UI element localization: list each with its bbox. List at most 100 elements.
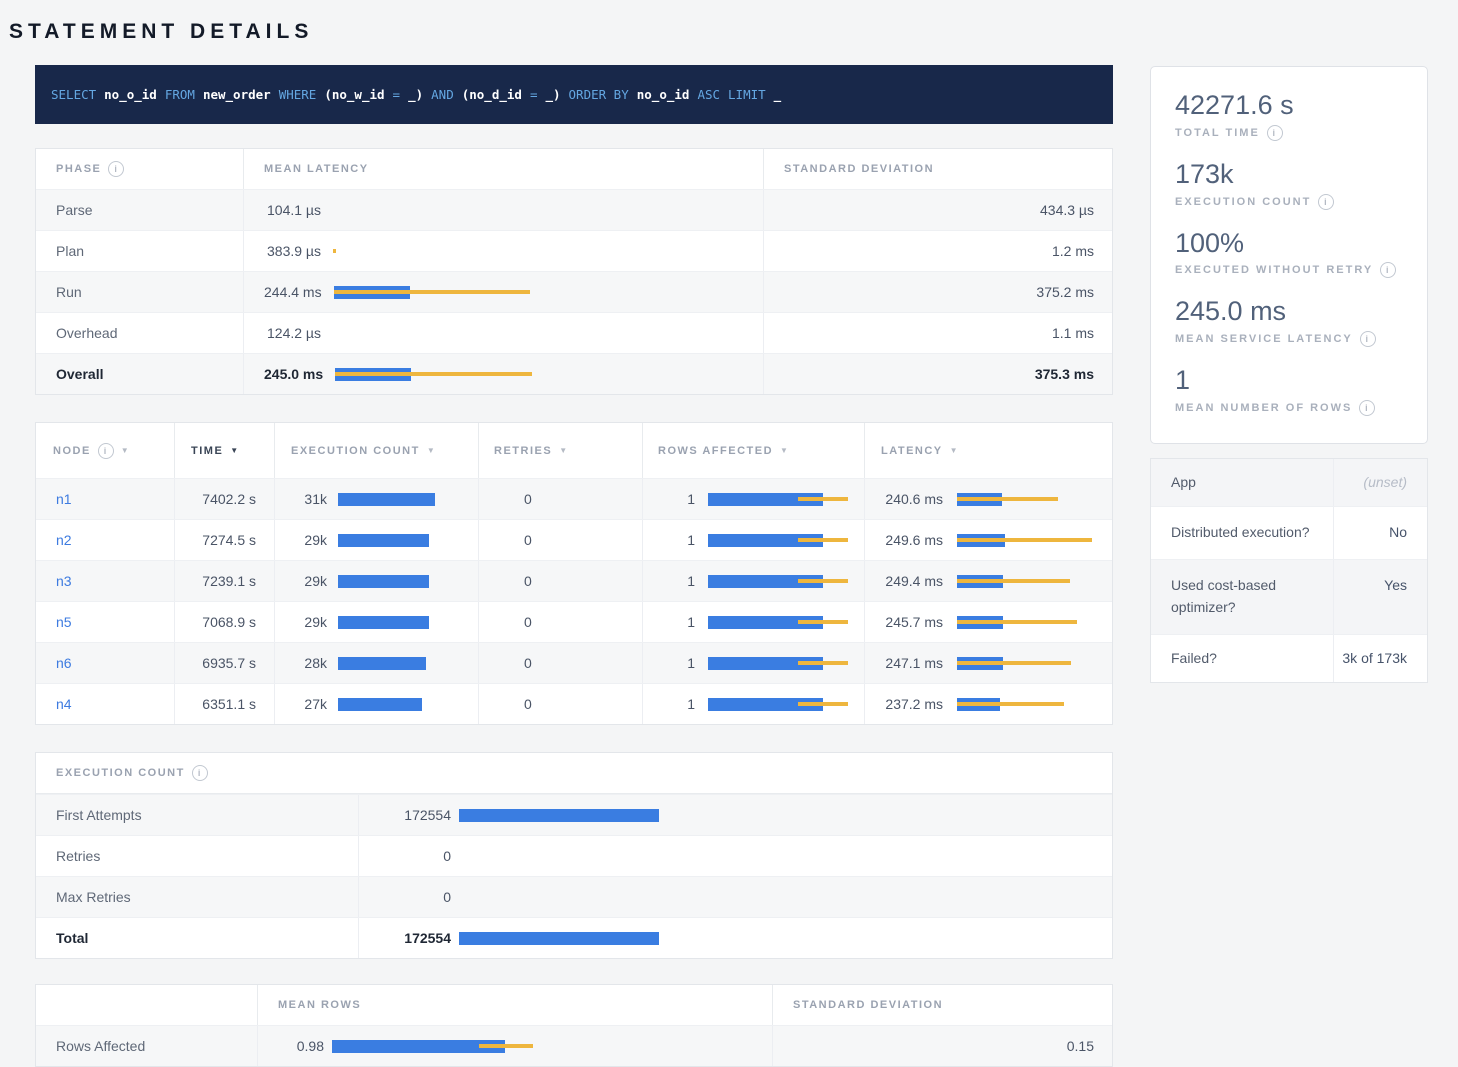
node-link[interactable]: n5 (56, 614, 72, 630)
rows-affected-bar (708, 698, 863, 711)
info-icon[interactable]: i (1318, 194, 1334, 210)
column-header-label: STANDARD DEVIATION (784, 163, 934, 175)
latency-value: 237.2 ms (877, 696, 943, 712)
info-icon[interactable]: i (98, 443, 114, 459)
column-header-label: LATENCY (881, 445, 943, 457)
execution-count-bar (338, 534, 478, 547)
sql-token: no_o_id (104, 87, 157, 102)
sql-token: _ (774, 87, 782, 102)
mean-bar (338, 698, 422, 711)
info-icon[interactable]: i (108, 161, 124, 177)
node-link[interactable]: n2 (56, 532, 72, 548)
count-bar (459, 891, 1099, 904)
node-link[interactable]: n1 (56, 491, 72, 507)
page-title: STATEMENT DETAILS (9, 20, 313, 44)
table-row: Overhead 124.2 µs 1.1 ms (36, 312, 1112, 353)
rows-affected-cell: 1 (643, 643, 865, 683)
stddev-line (957, 702, 1064, 706)
rows-affected-cell: 1 (643, 561, 865, 601)
column-header-time[interactable]: TIME ▼ (175, 423, 275, 478)
column-header-latency[interactable]: LATENCY ▼ (865, 423, 1114, 478)
column-header-node[interactable]: NODE i ▼ (36, 423, 175, 478)
stddev-line (957, 661, 1071, 665)
column-header-label: TIME (191, 445, 223, 457)
property-row-distributed-execution: Distributed execution? No (1151, 506, 1427, 559)
latency-value: 247.1 ms (877, 655, 943, 671)
info-icon[interactable]: i (1360, 331, 1376, 347)
row-label: First Attempts (36, 795, 359, 835)
summary-stats-card: 42271.6 s TOTAL TIME i 173k EXECUTION CO… (1150, 66, 1428, 444)
latency-value: 245.7 ms (877, 614, 943, 630)
count-value: 0 (367, 848, 451, 864)
column-header-execution-count[interactable]: EXECUTION COUNT ▼ (275, 423, 479, 478)
table-row: n1 7402.2 s 31k 0 1 240.6 ms (36, 478, 1112, 519)
stat-label-text: EXECUTION COUNT (1175, 196, 1311, 208)
stat-label: MEAN NUMBER OF ROWS i (1175, 400, 1403, 416)
mean-latency-value: 244.4 ms (264, 284, 322, 300)
row-label: Total (36, 918, 359, 958)
table-row: Parse 104.1 µs 434.3 µs (36, 189, 1112, 230)
main-content: SELECT no_o_id FROM new_order WHERE (no_… (35, 65, 1113, 1067)
phase-table-header: PHASE i MEAN LATENCY STANDARD DEVIATION (36, 149, 1112, 189)
stat-executed-without-retry: 100% EXECUTED WITHOUT RETRY i (1175, 227, 1403, 279)
info-icon[interactable]: i (1359, 400, 1375, 416)
stddev-line (333, 249, 336, 253)
execution-count-cell: 29k (275, 602, 479, 642)
rows-affected-bar (708, 657, 863, 670)
column-header-blank (36, 985, 258, 1025)
node-link[interactable]: n3 (56, 573, 72, 589)
table-row: Plan 383.9 µs 1.2 ms (36, 230, 1112, 271)
mean-latency-cell: 383.9 µs (244, 231, 764, 271)
sort-arrow-icon: ▼ (121, 447, 130, 455)
sort-arrow-icon: ▼ (780, 447, 789, 455)
sql-token: LIMIT (728, 87, 766, 102)
property-label: Used cost-based optimizer? (1151, 560, 1334, 633)
column-header-retries[interactable]: RETRIES ▼ (479, 423, 643, 478)
table-row: Max Retries 0 (36, 876, 1112, 917)
property-row-cost-based-optimizer: Used cost-based optimizer? Yes (1151, 559, 1427, 633)
stat-label-text: EXECUTED WITHOUT RETRY (1175, 264, 1373, 276)
execution-count-title: EXECUTION COUNT i (36, 753, 208, 793)
sql-statement-box: SELECT no_o_id FROM new_order WHERE (no_… (35, 65, 1113, 124)
column-header-label: PHASE (56, 163, 101, 175)
execution-count-bar (338, 698, 478, 711)
mean-latency-cell: 104.1 µs (244, 190, 764, 230)
retries-value: 0 (479, 561, 643, 601)
count-cell: 0 (359, 836, 1114, 876)
node-cell: n6 (36, 643, 175, 683)
column-header-rows-affected[interactable]: ROWS AFFECTED ▼ (643, 423, 865, 478)
column-header-label: ROWS AFFECTED (658, 445, 773, 457)
stat-value: 245.0 ms (1175, 295, 1403, 329)
rows-affected-table-header: MEAN ROWS STANDARD DEVIATION (36, 985, 1112, 1025)
stat-label-text: MEAN SERVICE LATENCY (1175, 333, 1353, 345)
property-label: App (1151, 459, 1334, 507)
stat-value: 100% (1175, 227, 1403, 261)
rows-affected-cell: 1 (643, 520, 865, 560)
mean-rows-value: 0.98 (266, 1038, 324, 1054)
side-panel: 42271.6 s TOTAL TIME i 173k EXECUTION CO… (1150, 66, 1428, 683)
stat-label-text: MEAN NUMBER OF ROWS (1175, 402, 1352, 414)
info-icon[interactable]: i (1380, 262, 1396, 278)
row-label: Retries (36, 836, 359, 876)
info-icon[interactable]: i (192, 765, 208, 781)
count-cell: 172554 (359, 918, 1114, 958)
node-link[interactable]: n6 (56, 655, 72, 671)
retries-value: 0 (479, 479, 643, 519)
stddev-line (798, 497, 848, 501)
node-link[interactable]: n4 (56, 696, 72, 712)
info-icon[interactable]: i (1267, 125, 1283, 141)
node-cell: n5 (36, 602, 175, 642)
time-value: 6351.1 s (175, 684, 275, 724)
execution-count-table-header: EXECUTION COUNT i (36, 753, 1112, 794)
node-cell: n1 (36, 479, 175, 519)
column-header-mean-latency: MEAN LATENCY (244, 149, 764, 189)
stddev-line (798, 579, 848, 583)
latency-cell: 237.2 ms (865, 684, 1114, 724)
retries-value: 0 (479, 520, 643, 560)
count-bar (459, 850, 1099, 863)
execution-count-bar (338, 657, 478, 670)
column-header-mean-rows: MEAN ROWS (258, 985, 773, 1025)
node-cell: n4 (36, 684, 175, 724)
properties-panel: App (unset) Distributed execution? No Us… (1150, 458, 1428, 683)
mean-rows-bar (332, 1040, 772, 1053)
